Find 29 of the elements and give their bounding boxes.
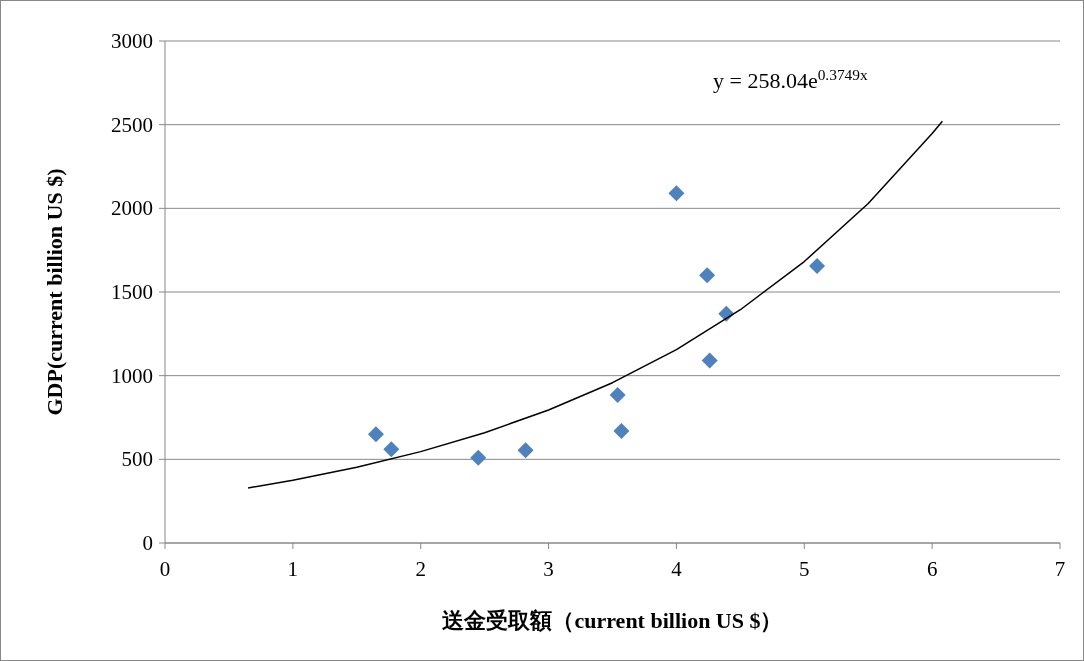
point <box>613 422 630 439</box>
y-tick-label: 500 <box>121 447 153 472</box>
x-tick-label: 1 <box>287 557 299 581</box>
x-tick-label: 2 <box>415 557 426 581</box>
x-tick-label: 6 <box>926 557 938 581</box>
y-tick-label: 2500 <box>111 112 153 137</box>
point <box>470 449 487 466</box>
y-axis-title: GDP(current billion US $) <box>42 168 67 416</box>
point <box>668 185 685 202</box>
line-series <box>247 120 944 489</box>
y-tick-label: 1000 <box>111 363 153 388</box>
y-tick-label: 3000 <box>111 29 153 53</box>
y-tick-label: 2000 <box>111 196 153 221</box>
point <box>609 386 626 403</box>
point <box>367 426 384 443</box>
x-tick-label: 0 <box>159 557 171 581</box>
point <box>383 441 400 458</box>
y-tick-label: 0 <box>142 531 153 555</box>
point <box>517 442 534 459</box>
point <box>699 267 716 284</box>
x-tick-label: 7 <box>1054 557 1066 581</box>
x-tick-label: 5 <box>799 557 810 581</box>
y-tick-label: 1500 <box>111 280 153 304</box>
point <box>701 352 718 369</box>
annotation: y = 258.04e$^{0.3749x}$ <box>713 65 868 93</box>
x-tick-label: 4 <box>671 557 683 581</box>
point <box>809 258 826 275</box>
x-tick-label: 3 <box>543 557 554 581</box>
x-axis-title: 送金受取額（current billion US $） <box>442 608 783 633</box>
